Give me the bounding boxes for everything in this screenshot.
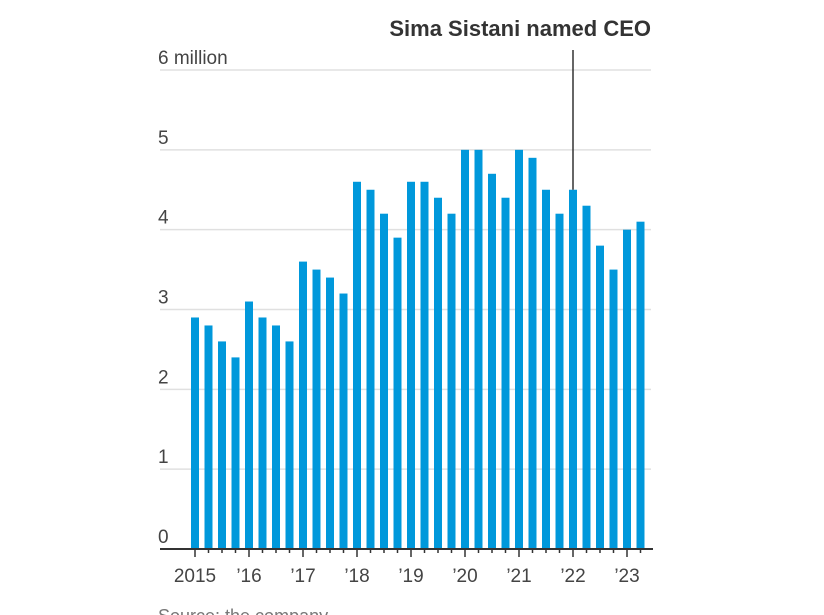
bar [474, 149, 483, 550]
bar [245, 301, 253, 549]
bar [447, 213, 456, 549]
y-tick-label: 1 [158, 447, 169, 468]
source-note: Source: the company [158, 606, 328, 615]
bar [326, 277, 334, 549]
y-tick-label: 2 [158, 367, 169, 388]
y-tick-label: 5 [158, 128, 169, 149]
x-tick-label: ’18 [344, 566, 369, 587]
bar [555, 213, 564, 549]
bar [515, 149, 523, 550]
bar [393, 237, 402, 549]
bar [191, 317, 199, 549]
bar [528, 157, 537, 550]
bar [204, 325, 213, 549]
y-tick-label: 0 [158, 527, 169, 548]
bar [366, 189, 375, 549]
bar [488, 173, 496, 550]
bar [434, 197, 442, 549]
bar [569, 189, 577, 549]
bar [312, 269, 321, 549]
bar [285, 341, 294, 549]
bar [461, 149, 469, 550]
bar [380, 213, 388, 549]
bar [623, 229, 631, 549]
bar [420, 181, 429, 549]
x-tick-label: ’20 [452, 566, 477, 587]
bar [339, 293, 348, 549]
x-tick-label: ’19 [398, 566, 423, 587]
annotation-label: Sima Sistani named CEO [389, 16, 651, 41]
x-tick-label: ’22 [560, 566, 585, 587]
bar [272, 325, 280, 549]
bar [218, 341, 226, 549]
x-tick-label: ’17 [290, 566, 315, 587]
x-tick-label: ’23 [614, 566, 639, 587]
bar [231, 357, 240, 549]
y-tick-label: 6 million [158, 48, 228, 69]
bar [636, 221, 645, 549]
y-tick-label: 3 [158, 288, 169, 309]
bar [596, 245, 604, 549]
bar [582, 205, 591, 549]
bar [542, 189, 550, 549]
bar [353, 181, 361, 549]
y-tick-label: 4 [158, 208, 169, 229]
x-tick-label: ’16 [236, 566, 261, 587]
bar [609, 269, 618, 549]
x-tick-label: 2015 [174, 566, 216, 587]
x-tick-label: ’21 [506, 566, 531, 587]
bar [407, 181, 415, 549]
bar [258, 317, 267, 549]
bar [299, 261, 307, 549]
bar [501, 197, 510, 549]
